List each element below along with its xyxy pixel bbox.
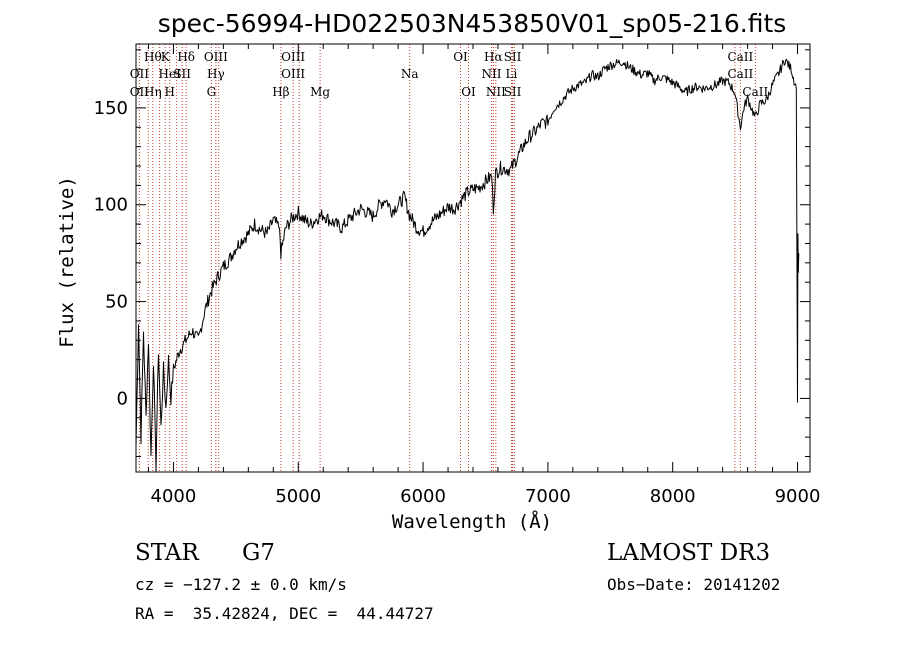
chart-title: spec-56994-HD022503N453850V01_sp05-216.f… — [158, 9, 787, 38]
axes: 4000 5000 6000 7000 8000 9000 0 50 100 150 — [94, 43, 821, 507]
spectral-line-label: Na — [401, 67, 419, 81]
spectral-line-label: Hθ — [144, 50, 162, 64]
spectral-line-label: SII — [504, 50, 522, 64]
spectral-line-label: H — [164, 85, 174, 99]
y-tick-label: 0 — [117, 388, 128, 409]
obs-date: Obs−Date: 20141202 — [607, 575, 781, 594]
x-tick-label: 9000 — [775, 486, 821, 507]
spectral-line-label: Hβ — [272, 85, 289, 99]
survey-name: LAMOST DR3 — [607, 540, 771, 566]
spectral-line-label: OIII — [281, 67, 305, 81]
spectrum-line — [135, 58, 800, 473]
spectral-line-label: Mg — [310, 85, 330, 99]
series-layer — [135, 58, 800, 473]
spectral-line-label: Hγ — [207, 67, 225, 81]
x-tick-label: 6000 — [400, 486, 446, 507]
spectral-line-label: OIII — [204, 50, 228, 64]
spectral-line-label: OIII — [281, 50, 305, 64]
spectral-line-label: G — [207, 85, 217, 99]
x-tick-label: 8000 — [650, 486, 696, 507]
spectral-line-label: CaII — [742, 85, 768, 99]
spectral-line-label: HeI — [159, 67, 182, 81]
spectral-line-label: K — [161, 50, 171, 64]
spectral-line-label: OII — [130, 85, 150, 99]
y-axis-label: Flux (relative) — [56, 176, 78, 348]
spectral-subclass: G7 — [242, 540, 276, 566]
x-tick-label: 7000 — [525, 486, 571, 507]
spectral-line-label: NII — [481, 67, 501, 81]
redshift-readout: cz = −127.2 ± 0.0 km/s — [135, 575, 347, 594]
spectral-line-label: CaII — [727, 67, 753, 81]
y-tick-label: 150 — [94, 98, 128, 119]
plot-frame — [135, 43, 811, 473]
spectral-line-label: SII — [173, 67, 191, 81]
spectral-line-label: CaII — [727, 50, 753, 64]
spectral-line-label: OII — [130, 67, 150, 81]
x-tick-label: 4000 — [151, 486, 197, 507]
y-tick-label: 100 — [94, 195, 128, 216]
spectral-line-label: OI — [453, 50, 468, 64]
spectral-line-label: Hδ — [177, 50, 195, 64]
object-class: STAR — [135, 540, 199, 566]
x-tick-label: 5000 — [275, 486, 321, 507]
spectral-line-labels: OII OII Hθ Hη K HeI H SII Hδ G OIII Hγ Hβ OIII OIII Mg N… — [130, 50, 769, 99]
spectral-line-label: Li — [506, 67, 518, 81]
spectral-line-label: Hα — [484, 50, 503, 64]
spectral-line-markers — [138, 44, 756, 472]
spectral-line-label: Hη — [144, 85, 162, 99]
spectral-line-label: OI — [461, 85, 476, 99]
spectral-line-label: SII — [504, 85, 522, 99]
y-tick-label: 50 — [105, 292, 128, 313]
spectral-line-label: NII — [486, 85, 506, 99]
coordinates: RA = 35.42824, DEC = 44.44727 — [135, 604, 434, 623]
x-axis-label: Wavelength (Å) — [392, 510, 552, 533]
